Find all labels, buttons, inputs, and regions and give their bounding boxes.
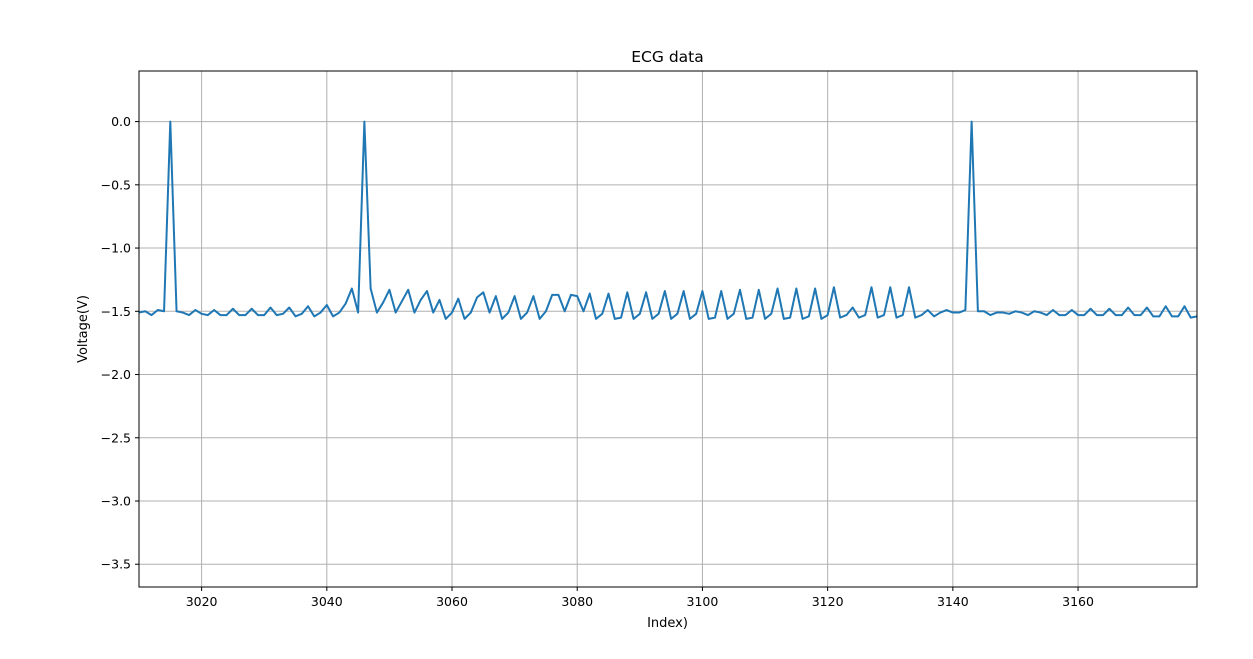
x-axis-title: Index) [647, 616, 688, 631]
chart-title: ECG data [631, 48, 703, 66]
y-tick-label: −1.5 [101, 304, 131, 319]
grid [139, 71, 1197, 587]
y-axis-title: Voltage(V) [76, 295, 91, 363]
y-tick-label: 0.0 [111, 114, 131, 129]
x-tick-label: 3020 [186, 594, 218, 609]
y-tick-label: −3.5 [101, 557, 131, 572]
x-tick-label: 3080 [561, 594, 593, 609]
y-tick-label: −2.5 [101, 430, 131, 445]
y-tick-label: −1.0 [101, 241, 131, 256]
series-group [139, 120, 1197, 320]
x-tick-label: 3100 [687, 594, 719, 609]
x-tick-label: 3040 [311, 594, 343, 609]
y-tick-label: −0.5 [101, 177, 131, 192]
plot-frame [138, 70, 1198, 588]
x-axis: 3020 3040 3060 3080 3100 3120 3140 3160 [186, 587, 1094, 609]
x-tick-label: 3060 [436, 594, 468, 609]
y-tick-label: −2.0 [101, 367, 131, 382]
y-tick-label: −3.0 [101, 494, 131, 509]
x-tick-label: 3120 [812, 594, 844, 609]
plot-area [139, 71, 1197, 587]
series-line-0 [139, 120, 1197, 320]
x-tick-label: 3160 [1062, 594, 1094, 609]
x-tick-label: 3140 [937, 594, 969, 609]
y-axis: 0.0 −0.5 −1.0 −1.5 −2.0 −2.5 −3.0 −3.5 [101, 114, 139, 572]
